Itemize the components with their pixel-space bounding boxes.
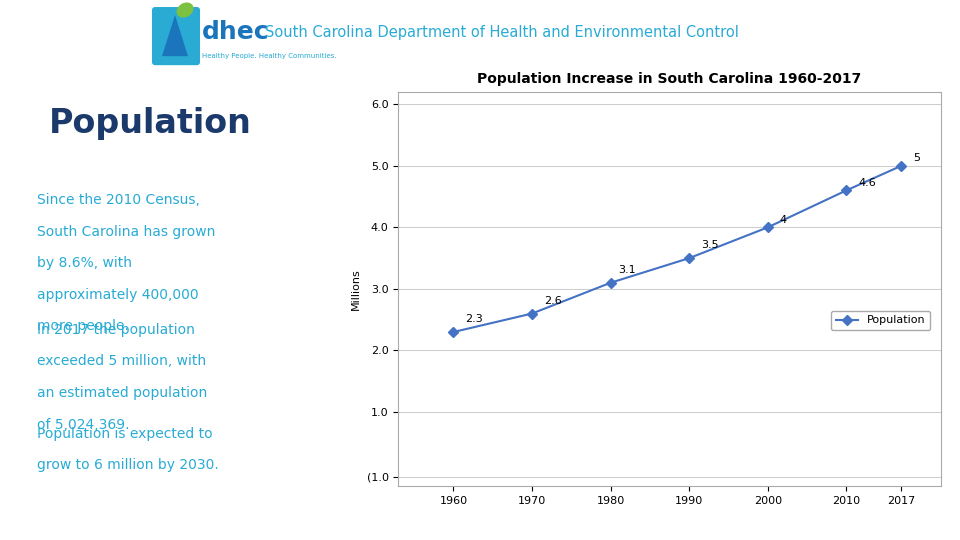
Population	[526, 310, 538, 317]
Population	[841, 187, 852, 194]
Text: exceeded 5 million, with: exceeded 5 million, with	[37, 354, 206, 368]
Text: 2.6: 2.6	[543, 295, 562, 306]
Text: Population is expected to: Population is expected to	[37, 427, 213, 441]
Population	[447, 329, 459, 335]
Population	[896, 163, 907, 169]
Text: South Carolina Department of Health and Environmental Control: South Carolina Department of Health and …	[265, 25, 739, 39]
Text: 5: 5	[913, 153, 921, 163]
Text: by 8.6%, with: by 8.6%, with	[37, 256, 132, 271]
Population	[762, 224, 774, 231]
Text: Since the 2010 Census,: Since the 2010 Census,	[37, 193, 201, 207]
Text: 3.5: 3.5	[701, 240, 719, 250]
Text: of 5,024,369.: of 5,024,369.	[37, 417, 130, 431]
Text: an estimated population: an estimated population	[37, 386, 207, 400]
Y-axis label: Millions: Millions	[351, 268, 361, 310]
Text: approximately 400,000: approximately 400,000	[37, 288, 199, 302]
Title: Population Increase in South Carolina 1960-2017: Population Increase in South Carolina 19…	[477, 72, 862, 86]
Population	[684, 255, 695, 261]
Text: more people.: more people.	[37, 320, 130, 334]
Text: Population: Population	[48, 107, 252, 140]
Polygon shape	[162, 15, 188, 56]
Population	[605, 280, 616, 286]
Text: 2.3: 2.3	[466, 314, 483, 324]
Text: 4: 4	[780, 215, 787, 225]
FancyBboxPatch shape	[152, 7, 200, 65]
Legend: Population: Population	[831, 311, 930, 330]
Text: 4.6: 4.6	[858, 178, 876, 188]
Text: South Carolina has grown: South Carolina has grown	[37, 225, 216, 239]
Text: 3.1: 3.1	[618, 265, 636, 275]
Ellipse shape	[177, 3, 194, 18]
Line: Population: Population	[450, 162, 905, 335]
Text: In 2017 the population: In 2017 the population	[37, 323, 195, 337]
Text: grow to 6 million by 2030.: grow to 6 million by 2030.	[37, 458, 219, 472]
Text: dhec: dhec	[202, 20, 270, 44]
Text: Healthy People. Healthy Communities.: Healthy People. Healthy Communities.	[202, 53, 337, 59]
